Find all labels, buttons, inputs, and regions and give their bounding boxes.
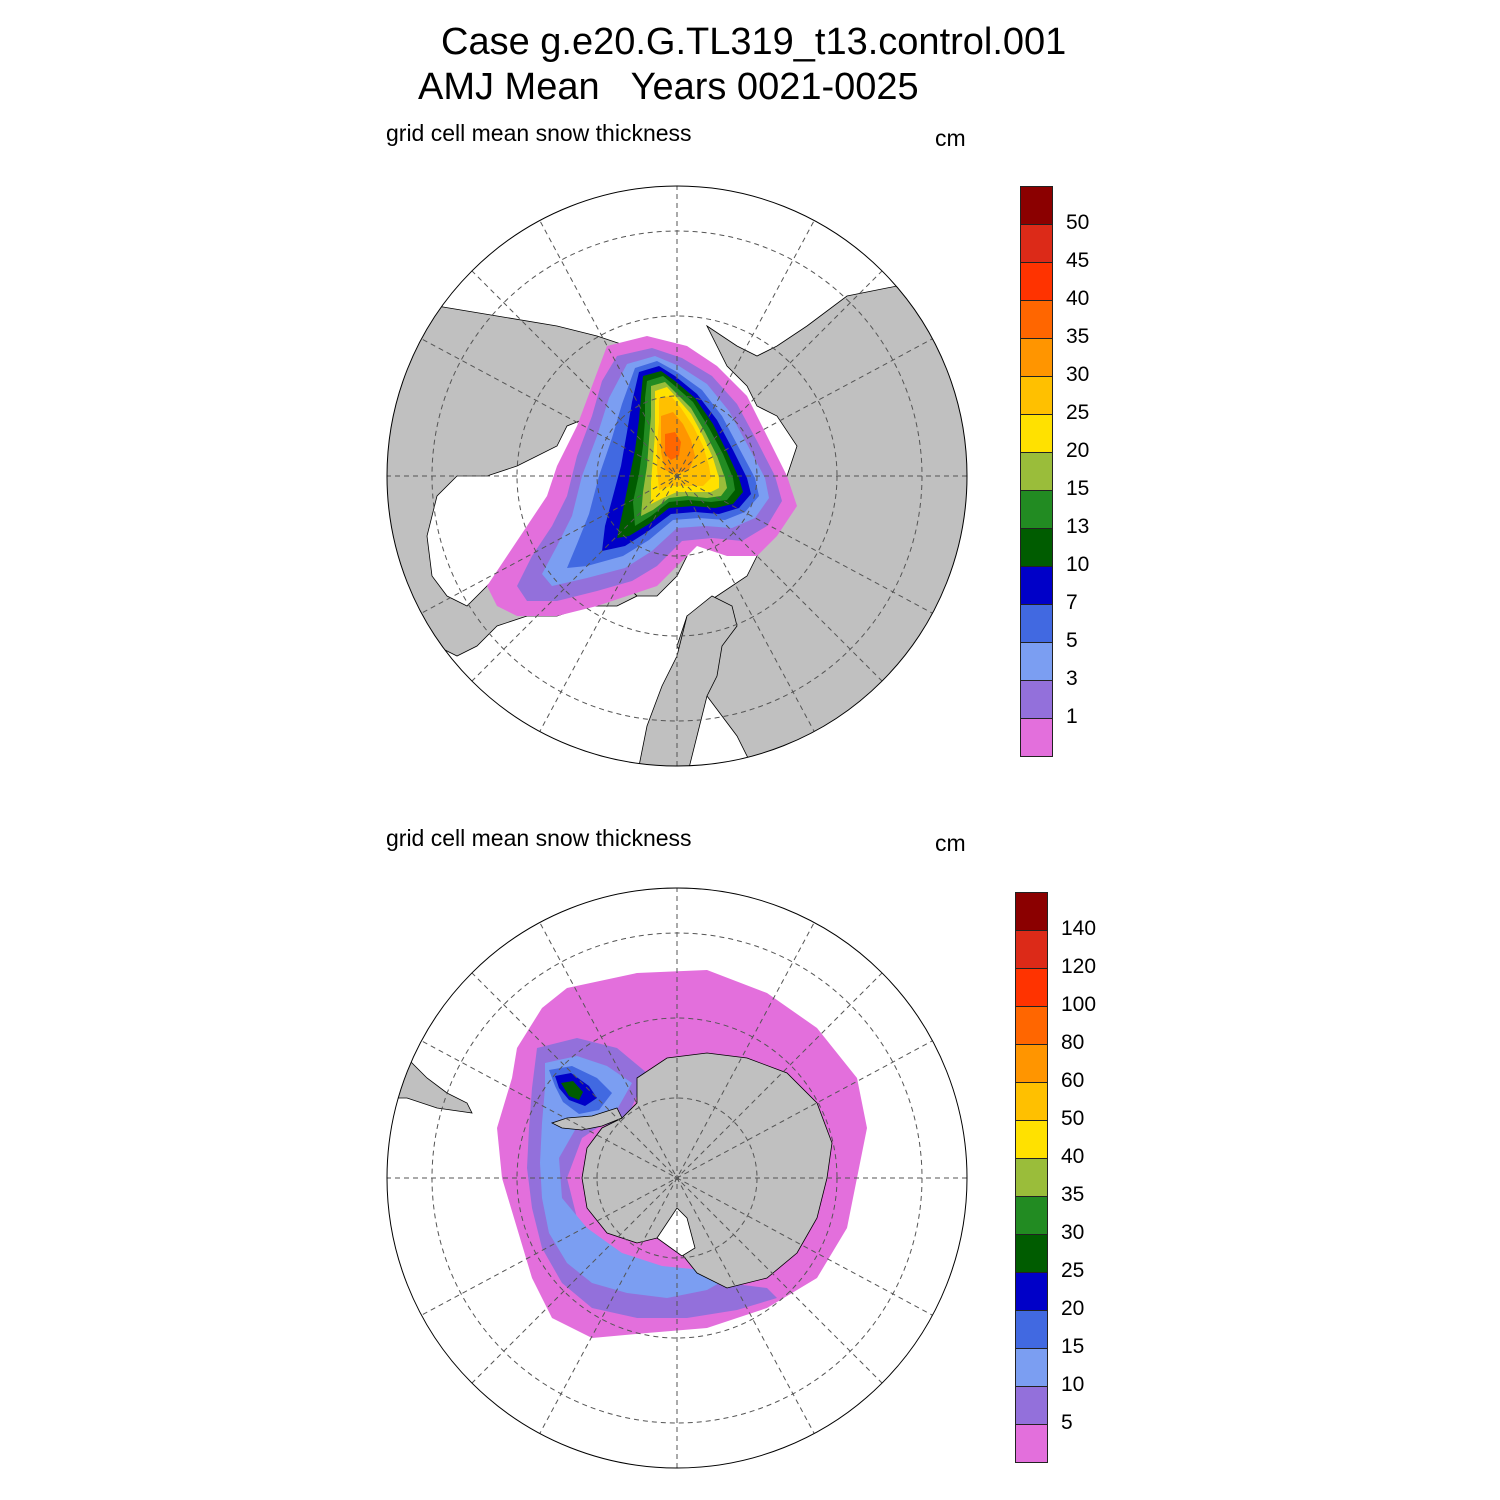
north-colorbar-label: 13 (1066, 515, 1090, 538)
south-colorbar-box (1015, 1044, 1048, 1083)
south-colorbar-label: 60 (1061, 1069, 1085, 1092)
north-colorbar-box (1020, 262, 1053, 301)
north-colorbar-label: 20 (1066, 439, 1090, 462)
north-land-europe (636, 595, 738, 766)
north-colorbar-box (1020, 414, 1053, 453)
south-panel-label: grid cell mean snow thickness (386, 825, 692, 851)
north-colorbar-box (1020, 186, 1053, 225)
north-colorbar-box (1020, 604, 1053, 643)
north-colorbar-label: 1 (1066, 705, 1078, 728)
south-colorbar-label: 35 (1061, 1183, 1085, 1206)
south-colorbar-box (1015, 1310, 1048, 1349)
south-snow-band-6 (561, 1081, 583, 1100)
south-colorbar-label: 100 (1061, 993, 1097, 1016)
south-colorbar-box (1015, 1348, 1048, 1387)
south-colorbar-label: 120 (1061, 955, 1097, 978)
north-colorbar-label: 10 (1066, 553, 1090, 576)
south-colorbar-box (1015, 1006, 1048, 1045)
south-polar-map (386, 887, 968, 1469)
south-colorbar-label: 10 (1061, 1373, 1085, 1396)
south-colorbar: 5 10 15 20 25 30 35 40 50 60 80 100 120 140 (1015, 892, 1135, 1464)
south-colorbar-box (1015, 1196, 1048, 1235)
north-map-frame (386, 185, 968, 767)
south-unit-label: cm (935, 830, 966, 856)
south-colorbar-box (1015, 1082, 1048, 1121)
south-ice-shelf (656, 1207, 696, 1257)
south-colorbar-box (1015, 1120, 1048, 1159)
north-unit-label: cm (935, 125, 966, 151)
north-colorbar-box (1020, 528, 1053, 567)
north-colorbar-box (1020, 566, 1053, 605)
south-colorbar-box (1015, 1386, 1048, 1425)
south-colorbar-box (1015, 892, 1048, 931)
south-land-peninsula (550, 1107, 623, 1131)
north-colorbar-box (1020, 452, 1053, 491)
south-colorbar-label: 30 (1061, 1221, 1085, 1244)
north-colorbar-label: 15 (1066, 477, 1090, 500)
south-colorbar-label: 5 (1061, 1411, 1073, 1434)
north-colorbar-box (1020, 718, 1053, 757)
north-colorbar-label: 35 (1066, 325, 1090, 348)
south-map-frame (386, 887, 968, 1469)
south-colorbar-label: 15 (1061, 1335, 1085, 1358)
south-colorbar-label: 25 (1061, 1259, 1085, 1282)
north-polar-map (386, 185, 968, 767)
south-colorbar-label: 50 (1061, 1107, 1085, 1130)
north-colorbar-box (1020, 300, 1053, 339)
north-colorbar-box (1020, 680, 1053, 719)
north-colorbar-label: 40 (1066, 287, 1090, 310)
north-colorbar-box (1020, 338, 1053, 377)
south-colorbar-box (1015, 1424, 1048, 1463)
north-colorbar-box (1020, 642, 1053, 681)
title-line-1: Case g.e20.G.TL319_t13.control.001 (441, 21, 1067, 63)
south-colorbar-box (1015, 1234, 1048, 1273)
south-colorbar-box (1015, 930, 1048, 969)
south-colorbar-label: 40 (1061, 1145, 1085, 1168)
north-colorbar-label: 25 (1066, 401, 1090, 424)
south-colorbar-box (1015, 1272, 1048, 1311)
north-colorbar-box (1020, 490, 1053, 529)
south-land-antarctica (581, 1052, 833, 1289)
south-colorbar-label: 20 (1061, 1297, 1085, 1320)
north-colorbar-label: 45 (1066, 249, 1090, 272)
south-colorbar-label: 80 (1061, 1031, 1085, 1054)
south-colorbar-box (1015, 968, 1048, 1007)
north-colorbar-label: 5 (1066, 629, 1078, 652)
south-colorbar-box (1015, 1158, 1048, 1197)
north-colorbar-label: 50 (1066, 211, 1090, 234)
north-colorbar-box (1020, 376, 1053, 415)
north-colorbar-label: 7 (1066, 591, 1078, 614)
north-colorbar-label: 30 (1066, 363, 1090, 386)
north-colorbar-box (1020, 224, 1053, 263)
title-line-2: AMJ Mean Years 0021-0025 (418, 66, 919, 108)
north-colorbar-label: 3 (1066, 667, 1078, 690)
north-panel-label: grid cell mean snow thickness (386, 120, 692, 146)
south-colorbar-label: 140 (1061, 917, 1097, 940)
north-colorbar: 1 3 5 7 10 13 15 20 25 30 35 40 45 50 (1020, 186, 1140, 758)
